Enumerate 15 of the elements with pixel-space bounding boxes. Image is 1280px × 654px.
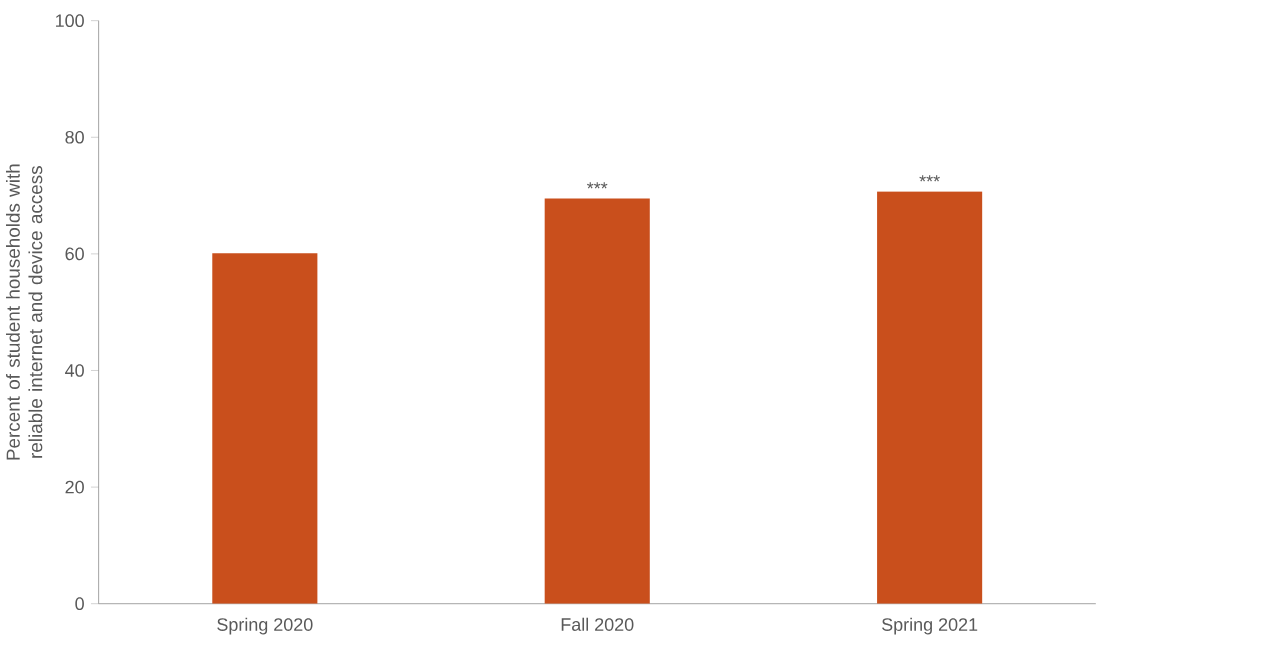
y-tick-label: 60 [65,247,84,261]
x-tick-label: Fall 2020 [561,617,634,631]
y-tick-label: 80 [65,130,84,144]
y-tick-label: 0 [75,597,84,611]
y-tick-label: 100 [56,14,84,28]
bar [212,253,318,604]
y-axis-title: Percent of student households with reliable internet and device access [6,164,43,460]
x-tick-label: Spring 2021 [882,617,978,635]
bar [877,191,983,604]
bar [544,198,650,604]
y-tick-label: 20 [65,480,84,494]
x-tick-label: Spring 2020 [217,617,313,635]
annotation: *** [919,175,940,182]
annotation: *** [587,182,608,189]
y-tick-label: 40 [65,364,84,377]
